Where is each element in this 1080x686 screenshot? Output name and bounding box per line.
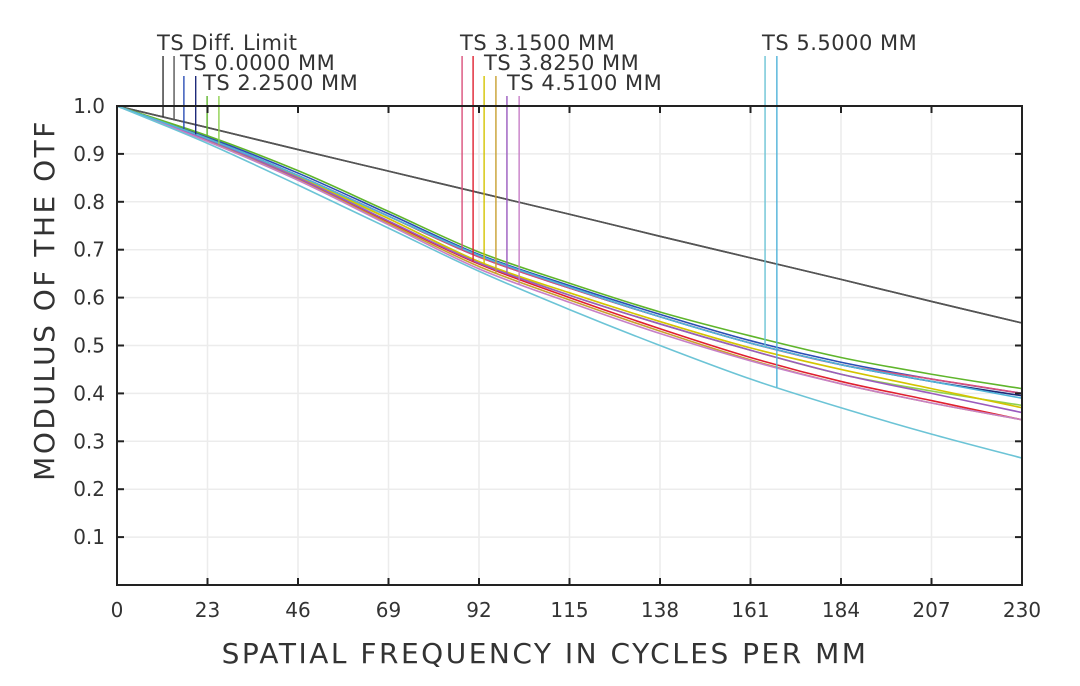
- curves: [116, 105, 1023, 459]
- y-tick-label: 0.2: [73, 477, 105, 501]
- series-line: [116, 105, 1023, 390]
- legend-label: TS 3.1500 MM: [459, 31, 615, 55]
- legend-label: TS Diff. Limit: [156, 31, 298, 55]
- x-tick-label: 46: [285, 598, 310, 622]
- y-tick-label: 0.4: [73, 381, 105, 405]
- x-tick-label: 115: [550, 598, 588, 622]
- y-tick-label: 0.5: [73, 334, 105, 358]
- legend-label: TS 4.5100 MM: [506, 71, 662, 95]
- x-tick-label: 138: [641, 598, 679, 622]
- x-tick-label: 184: [822, 598, 860, 622]
- series-line: [116, 105, 1023, 399]
- legend-markers: [162, 56, 778, 388]
- ticks: 0 23 46 69 92 115 138 161 184 207 230 0.1 0.2 0.3 0.4 0…: [73, 94, 1041, 622]
- legend-label: TS 3.8250 MM: [483, 51, 639, 75]
- y-axis-title: MODULUS OF THE OTF: [28, 119, 61, 481]
- x-tick-label: 161: [731, 598, 769, 622]
- y-tick-label: 1.0: [73, 94, 105, 118]
- y-tick-label: 0.1: [73, 525, 105, 549]
- series-line: [116, 105, 1023, 395]
- x-tick-label: 230: [1003, 598, 1041, 622]
- x-tick-label: 0: [111, 598, 124, 622]
- series-line: [116, 105, 1023, 421]
- y-tick-label: 0.3: [73, 429, 105, 453]
- x-tick-label: 23: [195, 598, 220, 622]
- x-tick-label: 69: [376, 598, 401, 622]
- y-tick-label: 0.8: [73, 190, 105, 214]
- x-tick-label: 92: [466, 598, 491, 622]
- legend-label: TS 0.0000 MM: [179, 51, 335, 75]
- legend-label: TS 2.2500 MM: [202, 71, 358, 95]
- y-tick-label: 0.7: [73, 238, 105, 262]
- y-tick-label: 0.6: [73, 286, 105, 310]
- x-tick-label: 207: [912, 598, 950, 622]
- grid: [116, 105, 1023, 585]
- x-axis-title: SPATIAL FREQUENCY IN CYCLES PER MM: [222, 637, 869, 670]
- y-tick-label: 0.9: [73, 142, 105, 166]
- series-line: [116, 105, 1023, 414]
- legend-label: TS 5.5000 MM: [761, 31, 917, 55]
- series-line: [116, 105, 1023, 324]
- series-line: [116, 105, 1023, 459]
